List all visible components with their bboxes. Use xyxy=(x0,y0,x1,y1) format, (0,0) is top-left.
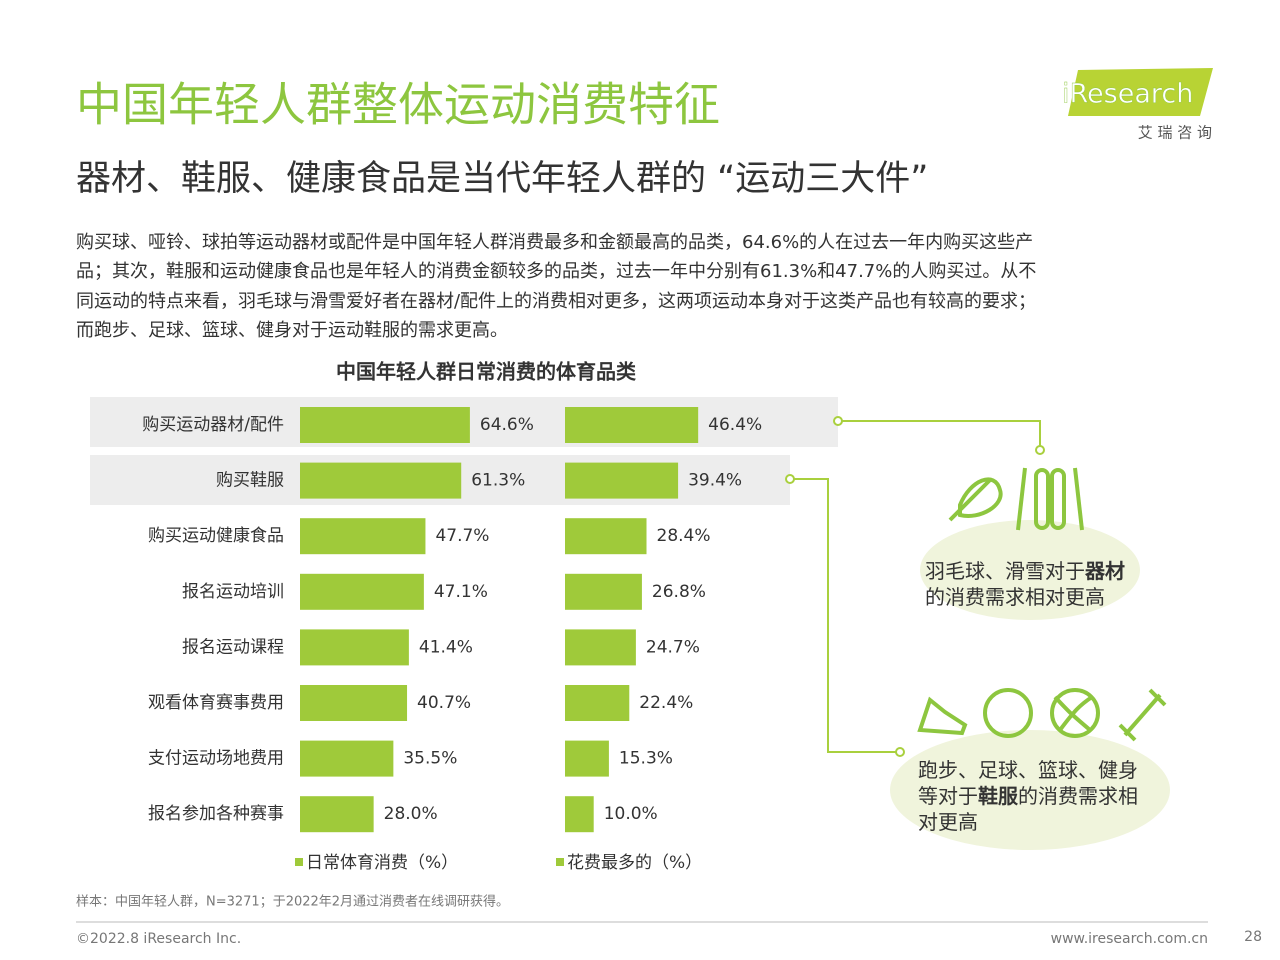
page-number: 28 xyxy=(1244,929,1262,945)
annotation-part: 的消费需求相对更高 xyxy=(925,585,1105,609)
category-label: 报名运动培训 xyxy=(182,582,284,602)
bar xyxy=(300,518,426,555)
annotation-part: 器材 xyxy=(1084,559,1125,583)
value-label: 47.1% xyxy=(434,582,488,602)
bar xyxy=(565,407,699,443)
body-line: 购买球、哑铃、球拍等运动器材或配件是中国年轻人群消费最多和金额最高的品类，64.… xyxy=(76,232,1033,253)
logo-shape xyxy=(1068,68,1213,116)
bar xyxy=(565,629,636,666)
value-label: 41.4% xyxy=(419,637,473,657)
value-label: 22.4% xyxy=(639,693,693,713)
subtitle: 器材、鞋服、健康食品是当代年轻人群的 “运动三大件” xyxy=(76,159,928,199)
annotation-part: 对更高 xyxy=(918,810,978,834)
body-line: 而跑步、足球、篮球、健身对于运动鞋服的需求更高。 xyxy=(76,320,508,341)
legend-label: 花费最多的（%） xyxy=(567,853,702,873)
annotation: 的消费需求相对更高 xyxy=(925,585,1105,609)
bar xyxy=(565,740,609,777)
bar xyxy=(565,518,647,555)
value-label: 61.3% xyxy=(471,471,525,491)
icons xyxy=(917,467,1167,742)
chart-title: 中国年轻人群日常消费的体育品类 xyxy=(336,360,636,384)
value-label: 26.8% xyxy=(652,582,706,602)
value-label: 40.7% xyxy=(417,693,471,713)
connector xyxy=(838,420,1041,450)
bubble xyxy=(890,730,1170,850)
category-label: 购买运动健康食品 xyxy=(148,526,284,546)
title: 中国年轻人群整体运动消费特征 xyxy=(76,78,720,132)
annotation-part: 的消费需求相 xyxy=(1018,784,1138,808)
category-label: 报名参加各种赛事 xyxy=(148,803,284,824)
annotation: 对更高 xyxy=(918,810,978,834)
connector xyxy=(790,478,900,753)
connector-dot xyxy=(833,416,843,426)
annotation: 等对于鞋服的消费需求相 xyxy=(918,784,1138,808)
annotation: 跑步、足球、篮球、健身 xyxy=(918,758,1138,782)
category-label: 报名运动课程 xyxy=(182,637,284,657)
connector-dot xyxy=(1035,445,1045,455)
category-label: 观看体育赛事费用 xyxy=(148,692,284,713)
logo-cn: 艾 瑞 咨 询 xyxy=(1138,124,1212,142)
value-label: 10.0% xyxy=(604,804,658,824)
url: www.iresearch.com.cn xyxy=(1051,931,1208,947)
value-label: 47.7% xyxy=(435,526,489,546)
connector-dot xyxy=(895,747,905,757)
value-label: 39.4% xyxy=(688,471,742,491)
legend-swatch xyxy=(295,858,303,866)
value-label: 28.0% xyxy=(384,804,438,824)
category-label: 支付运动场地费用 xyxy=(148,749,284,769)
bar xyxy=(300,740,394,777)
annotation-part: 羽毛球、滑雪对于 xyxy=(925,559,1085,583)
annotation: 羽毛球、滑雪对于器材 xyxy=(925,559,1125,583)
bar xyxy=(300,685,408,721)
category-label: 购买运动器材/配件 xyxy=(142,415,284,435)
bar xyxy=(565,462,679,499)
value-label: 15.3% xyxy=(619,749,673,769)
footnote: 样本：中国年轻人群，N=3271；于2022年2月通过消费者在线调研获得。 xyxy=(76,894,509,910)
copyright: ©2022.8 iResearch Inc. xyxy=(76,931,241,947)
bar xyxy=(300,629,409,666)
value-label: 35.5% xyxy=(403,749,457,769)
body-line: 品；其次，鞋服和运动健康食品也是年轻人的消费金额较多的品类，过去一年中分别有61… xyxy=(76,261,1036,282)
bar xyxy=(565,685,630,721)
bar xyxy=(300,462,462,499)
legend-swatch xyxy=(556,858,564,866)
value-label: 46.4% xyxy=(708,415,762,435)
bar xyxy=(565,573,642,610)
category-label: 购买鞋服 xyxy=(216,471,284,491)
annotation-part: 跑步、足球、篮球、健身 xyxy=(918,758,1138,782)
value-label: 64.6% xyxy=(480,415,534,435)
bubble xyxy=(920,520,1140,620)
bar xyxy=(565,796,594,833)
annotation-part: 鞋服 xyxy=(978,784,1019,808)
logo-text: iResearch xyxy=(1062,79,1193,110)
connector-dot xyxy=(785,474,795,484)
bar xyxy=(300,407,470,443)
body-line: 同运动的特点来看，羽毛球与滑雪爱好者在器材/配件上的消费相对更多，这两项运动本身… xyxy=(76,291,1036,312)
legend-label: 日常体育消费（%） xyxy=(306,853,458,873)
value-label: 28.4% xyxy=(657,526,711,546)
bar xyxy=(300,796,374,833)
value-label: 24.7% xyxy=(646,637,700,657)
bar xyxy=(300,573,424,610)
annotation-part: 等对于 xyxy=(918,784,978,808)
